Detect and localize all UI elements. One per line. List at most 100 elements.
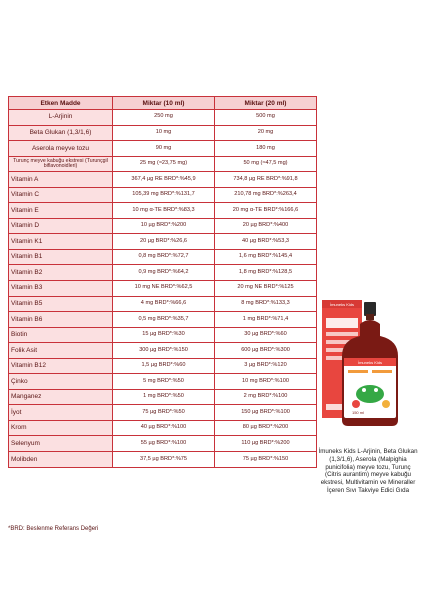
amount-20ml: 110 µg BRD*:%200 bbox=[214, 435, 317, 453]
table-row: Vitamin D 10 µg BRD*:%200 20 µg BRD*:%400 bbox=[8, 217, 317, 235]
amount-10ml: 25 mg (≈23,75 mg) bbox=[112, 155, 215, 173]
amount-10ml: 5 mg BRD*:%50 bbox=[112, 373, 215, 390]
box-brand-text: İmuneks Kids bbox=[330, 302, 354, 307]
ingredient-name: Krom bbox=[8, 419, 113, 437]
ingredient-name: Manganez bbox=[8, 388, 113, 406]
table-row: Vitamin A 367,4 µg RE BRD*:%45,9 734,8 µg … bbox=[8, 171, 317, 188]
amount-20ml: 20 mg NE BRD*:%125 bbox=[214, 280, 317, 297]
table-row: Vitamin B3 10 mg NE BRD*:%62,5 20 mg NE BR… bbox=[8, 280, 317, 297]
ingredient-name: Turunç meyve kabuğu ekstresi (Turunçgil … bbox=[8, 155, 113, 173]
amount-10ml: 367,4 µg RE BRD*:%45,9 bbox=[112, 171, 215, 188]
ingredient-name: Biotin bbox=[8, 326, 113, 344]
ingredient-name: Vitamin A bbox=[8, 171, 113, 188]
amount-10ml: 0,5 mg BRD*:%35,7 bbox=[112, 311, 215, 328]
table-row: Vitamin B12 1,5 µg BRD*:%60 3 µg BRD*:%120 bbox=[8, 357, 317, 375]
amount-10ml: 40 µg BRD*:%100 bbox=[112, 419, 215, 437]
bottle-volume: 150 ml bbox=[352, 410, 364, 415]
amount-10ml: 20 µg BRD*:%26,6 bbox=[112, 233, 215, 250]
table-row: Folik Asit 300 µg BRD*:%150 600 µg BRD*:%3… bbox=[8, 342, 317, 359]
amount-20ml: 40 µg BRD*:%53,3 bbox=[214, 233, 317, 250]
amount-20ml: 734,8 µg RE BRD*:%91,8 bbox=[214, 171, 317, 188]
ingredient-name: Vitamin B12 bbox=[8, 357, 113, 375]
amount-10ml: 75 µg BRD*:%50 bbox=[112, 404, 215, 421]
amount-10ml: 10 mg α-TE BRD*:%83,3 bbox=[112, 202, 215, 219]
amount-20ml: 20 µg BRD*:%400 bbox=[214, 217, 317, 235]
amount-10ml: 10 µg BRD*:%200 bbox=[112, 217, 215, 235]
amount-20ml: 80 µg BRD*:%200 bbox=[214, 419, 317, 437]
ingredient-name: Vitamin C bbox=[8, 186, 113, 204]
table-row: Krom 40 µg BRD*:%100 80 µg BRD*:%200 bbox=[8, 419, 317, 437]
table-row: Turunç meyve kabuğu ekstresi (Turunçgil … bbox=[8, 155, 317, 173]
table-body: L-Arjinin 250 mg 500 mg Beta Glukan (1,3/1,… bbox=[8, 109, 317, 468]
table-row: Vitamin B6 0,5 mg BRD*:%35,7 1 mg BRD*:%71… bbox=[8, 311, 317, 328]
header-amount-20ml: Miktar (20 ml) bbox=[214, 96, 317, 110]
table-row: Molibden 37,5 µg BRD*:%75 75 µg BRD*:%150 bbox=[8, 451, 317, 468]
ingredient-name: Molibden bbox=[8, 451, 113, 468]
table-row: Beta Glukan (1,3/1,6) 10 mg 20 mg bbox=[8, 124, 317, 142]
amount-10ml: 105,39 mg BRD*:%131,7 bbox=[112, 186, 215, 204]
amount-20ml: 50 mg (≈47,5 mg) bbox=[214, 155, 317, 173]
ingredient-name: Vitamin B2 bbox=[8, 264, 113, 282]
svg-text:İmuneks Kids: İmuneks Kids bbox=[358, 360, 382, 365]
table-row: Vitamin K1 20 µg BRD*:%26,6 40 µg BRD*:%53… bbox=[8, 233, 317, 250]
amount-10ml: 0,9 mg BRD*:%64,2 bbox=[112, 264, 215, 282]
amount-10ml: 37,5 µg BRD*:%75 bbox=[112, 451, 215, 468]
ingredient-name: Vitamin D bbox=[8, 217, 113, 235]
ingredient-name: Beta Glukan (1,3/1,6) bbox=[8, 124, 113, 142]
product-image: İmuneks Kids İmuneks Kids 150 ml bbox=[322, 300, 398, 426]
amount-10ml: 15 µg BRD*:%30 bbox=[112, 326, 215, 344]
table-row: Biotin 15 µg BRD*:%30 30 µg BRD*:%60 bbox=[8, 326, 317, 344]
bottle-cap bbox=[364, 302, 376, 316]
ingredient-name: İyot bbox=[8, 404, 113, 421]
amount-20ml: 1,8 mg BRD*:%128,5 bbox=[214, 264, 317, 282]
header-amount-10ml: Miktar (10 ml) bbox=[112, 96, 215, 110]
amount-20ml: 2 mg BRD*:%100 bbox=[214, 388, 317, 406]
table-row: Manganez 1 mg BRD*:%50 2 mg BRD*:%100 bbox=[8, 388, 317, 406]
table-row: Aserola meyve tozu 90 mg 180 mg bbox=[8, 140, 317, 157]
ingredient-name: Vitamin B3 bbox=[8, 280, 113, 297]
amount-20ml: 210,78 mg BRD*:%263,4 bbox=[214, 186, 317, 204]
ingredient-name: L-Arjinin bbox=[8, 109, 113, 126]
amount-10ml: 10 mg NE BRD*:%62,5 bbox=[112, 280, 215, 297]
amount-10ml: 1,5 µg BRD*:%60 bbox=[112, 357, 215, 375]
amount-20ml: 1 mg BRD*:%71,4 bbox=[214, 311, 317, 328]
amount-20ml: 8 mg BRD*:%133,3 bbox=[214, 295, 317, 313]
amount-20ml: 1,6 mg BRD*:%145,4 bbox=[214, 248, 317, 266]
table-row: Çinko 5 mg BRD*:%50 10 mg BRD*:%100 bbox=[8, 373, 317, 390]
amount-20ml: 30 µg BRD*:%60 bbox=[214, 326, 317, 344]
ingredient-name: Vitamin E bbox=[8, 202, 113, 219]
amount-10ml: 0,8 mg BRD*:%72,7 bbox=[112, 248, 215, 266]
amount-20ml: 75 µg BRD*:%150 bbox=[214, 451, 317, 468]
ingredient-name: Folik Asit bbox=[8, 342, 113, 359]
product-caption: İmuneks Kids L-Arjinin, Beta Glukan (1,3… bbox=[318, 448, 418, 494]
header-ingredient: Etken Madde bbox=[8, 96, 113, 110]
table-row: Vitamin B2 0,9 mg BRD*:%64,2 1,8 mg BRD*:%… bbox=[8, 264, 317, 282]
amount-20ml: 10 mg BRD*:%100 bbox=[214, 373, 317, 390]
table-row: İyot 75 µg BRD*:%50 150 µg BRD*:%100 bbox=[8, 404, 317, 421]
table-row: Vitamin E 10 mg α-TE BRD*:%83,3 20 mg α-TE… bbox=[8, 202, 317, 219]
amount-10ml: 250 mg bbox=[112, 109, 215, 126]
table-row: Vitamin B5 4 mg BRD*:%66,6 8 mg BRD*:%133,… bbox=[8, 295, 317, 313]
ingredients-table: Etken Madde Miktar (10 ml) Miktar (20 ml… bbox=[8, 96, 317, 468]
ingredient-name: Vitamin K1 bbox=[8, 233, 113, 250]
amount-10ml: 4 mg BRD*:%66,6 bbox=[112, 295, 215, 313]
table-row: Vitamin B1 0,8 mg BRD*:%72,7 1,6 mg BRD*:%… bbox=[8, 248, 317, 266]
amount-10ml: 300 µg BRD*:%150 bbox=[112, 342, 215, 359]
table-row: Vitamin C 105,39 mg BRD*:%131,7 210,78 mg … bbox=[8, 186, 317, 204]
ingredient-name: Aserola meyve tozu bbox=[8, 140, 113, 157]
table-row: Selenyum 55 µg BRD*:%100 110 µg BRD*:%200 bbox=[8, 435, 317, 453]
ingredient-name: Çinko bbox=[8, 373, 113, 390]
amount-20ml: 500 mg bbox=[214, 109, 317, 126]
amount-20ml: 3 µg BRD*:%120 bbox=[214, 357, 317, 375]
amount-20ml: 180 mg bbox=[214, 140, 317, 157]
amount-10ml: 10 mg bbox=[112, 124, 215, 142]
amount-10ml: 1 mg BRD*:%50 bbox=[112, 388, 215, 406]
crocodile-mascot bbox=[356, 385, 384, 403]
ingredient-name: Vitamin B5 bbox=[8, 295, 113, 313]
table-row: L-Arjinin 250 mg 500 mg bbox=[8, 109, 317, 126]
amount-20ml: 600 µg BRD*:%300 bbox=[214, 342, 317, 359]
ingredient-name: Vitamin B1 bbox=[8, 248, 113, 266]
table-header-row: Etken Madde Miktar (10 ml) Miktar (20 ml… bbox=[8, 96, 317, 110]
amount-20ml: 20 mg α-TE BRD*:%166,6 bbox=[214, 202, 317, 219]
ingredient-name: Vitamin B6 bbox=[8, 311, 113, 328]
